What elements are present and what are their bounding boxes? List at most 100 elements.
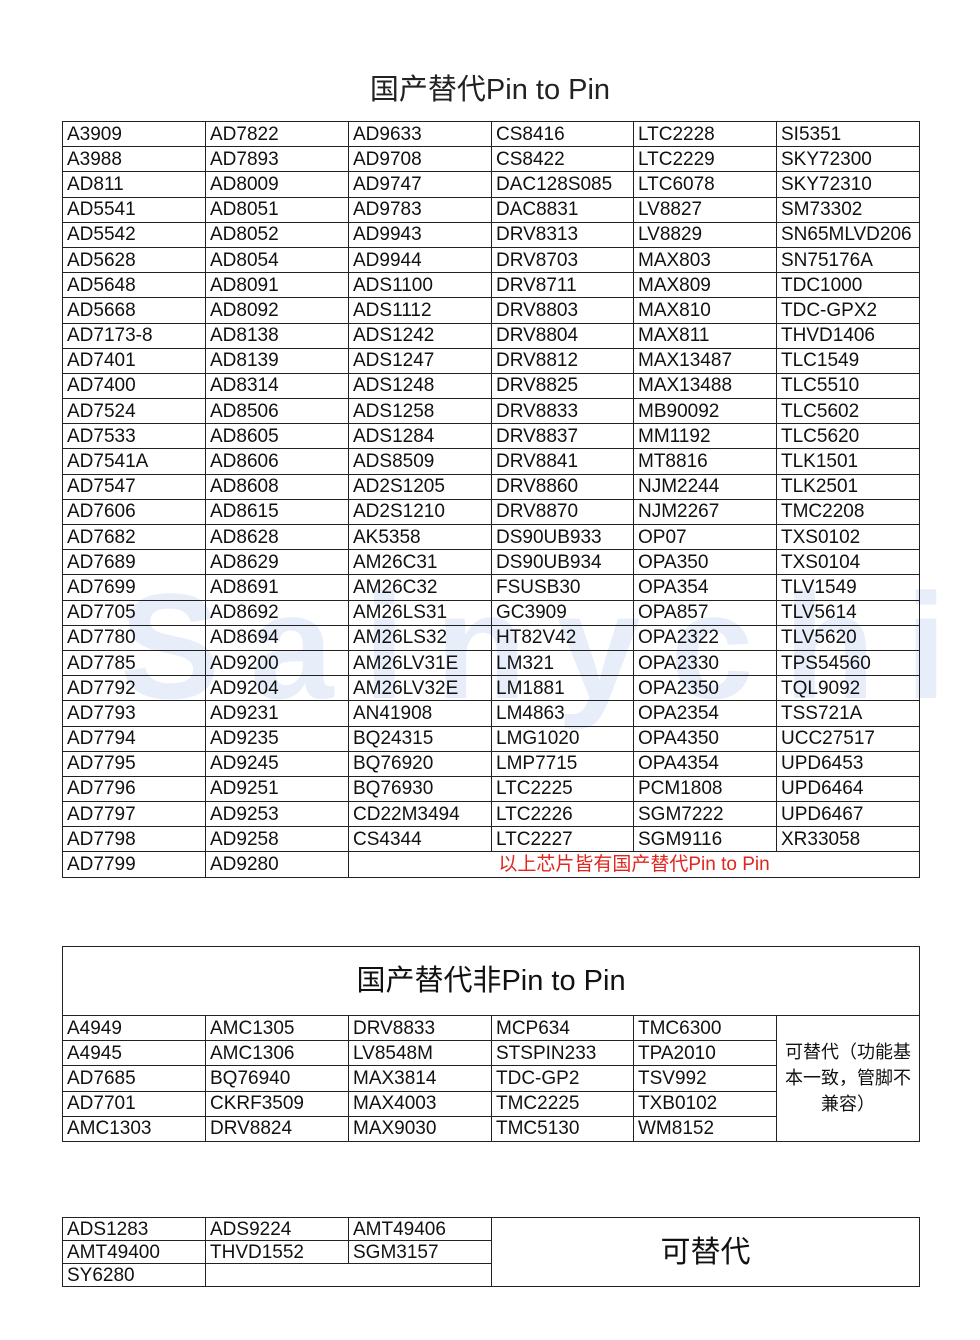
part-number-cell: A3909 [62,120,206,148]
part-number-cell: DRV8812 [491,347,634,374]
table-row: AD7799 AD9280 以上芯片皆有国产替代Pin to Pin [62,851,920,878]
part-number-cell: DS90UB933 [491,523,634,551]
part-number-cell: AD9235 [205,725,349,752]
part-number-cell: AD8615 [205,498,349,526]
table-row: AD5668 AD8092 ADS1112 DRV8803 MAX810 TDC-GPX2 [62,297,920,324]
part-number-cell: SKY72310 [776,171,920,198]
part-number-cell: LM321 [491,649,634,677]
part-number-cell: AD7780 [62,624,206,651]
part-number-cell: LMG1020 [491,725,634,752]
table-row: ADS1283 ADS9224 AMT49406 可替代 [62,1217,920,1287]
part-number-cell: TPA2010 [633,1040,777,1067]
part-number-cell: AD7822 [205,120,349,148]
table-row: A4949 AMC1305 DRV8833 MCP634 TMC6300 可替代（功能基本… [62,1014,921,1142]
part-number-cell: MAX803 [633,246,777,274]
part-number-cell: MAX811 [633,322,777,349]
part-number-cell: NJM2267 [633,498,777,526]
part-number-cell: CS8422 [491,146,634,173]
part-number-cell: OPA2322 [633,624,777,651]
part-number-cell: FSUSB30 [491,574,634,601]
table-row: AD7701 CKRF3509 MAX4003 TMC2225 TXB0102 [62,1090,920,1117]
part-number-cell: OPA857 [633,599,777,626]
table-row: AD5648 AD8091 ADS1100 DRV8711 MAX809 TDC1000 [62,272,920,299]
part-number-cell: BQ76930 [348,775,492,803]
part-number-cell: AD7606 [62,498,206,526]
table-row: AD7796 AD9251 BQ76930 LTC2225 PCM1808 UPD6464 [62,775,920,803]
part-number-cell: SN75176A [776,246,920,274]
table-row: AD7798 AD9258 CS4344 LTC2227 SGM9116 XR33058 [62,826,920,853]
compatibility-note: 可替代（功能基本一致，管脚不兼容） [775,1015,921,1142]
part-number-cell: DRV8703 [491,246,634,274]
non-pin-to-pin-table: 国产替代非Pin to Pin A4949 AMC1305 DRV8833 MCP634… [61,946,921,1142]
part-number-cell: CS4344 [348,826,492,853]
table-row: A3988 AD7893 AD9708 CS8422 LTC2229 SKY72300 [62,146,920,173]
part-number-cell: ADS8509 [348,448,492,475]
part-number-cell: DS90UB934 [491,549,634,576]
part-number-cell: AD5648 [62,272,206,299]
table-row: AD5541 AD8051 AD9783 DAC8831 LV8827 SM73302 [62,196,920,223]
part-number-cell: AD7541A [62,448,206,475]
part-number-cell: STSPIN233 [491,1040,634,1067]
table-row: AD7524 AD8506 ADS1258 DRV8833 MB90092 TLC5602 [62,398,920,425]
table-row: A3909 AD7822 AD9633 CS8416 LTC2228 SI5351 [62,120,920,148]
part-number-cell: AD7173-8 [62,322,206,349]
part-number-cell: AMC1305 [205,1014,349,1042]
part-number-cell: UPD6453 [776,750,920,777]
part-number-cell: CKRF3509 [205,1090,349,1117]
table-row: AD7533 AD8605 ADS1284 DRV8837 MM1192 TLC5620 [62,423,920,450]
part-number-cell: THVD1406 [776,322,920,349]
part-number-cell: AN41908 [348,700,492,727]
part-number-cell: ADS1242 [348,322,492,349]
part-number-cell: AD8091 [205,272,349,299]
part-number-cell: MM1192 [633,423,777,450]
table-row: 国产替代非Pin to Pin [61,946,921,1016]
empty-cell [205,1263,492,1287]
part-number-cell: AD9251 [205,775,349,803]
part-number-cell: AD8605 [205,423,349,450]
part-number-cell: TLK1501 [776,448,920,475]
table-row: AD7794 AD9235 BQ24315 LMG1020 OPA4350 UCC2751… [62,725,920,752]
part-number-cell: SN65MLVD206 [776,221,920,248]
part-number-cell: TDC-GPX2 [776,297,920,324]
part-number-cell: ADS1284 [348,423,492,450]
part-number-cell: AD8051 [205,196,349,223]
part-number-cell: TDC1000 [776,272,920,299]
part-number-cell: SI5351 [776,120,920,148]
part-number-cell: DRV8804 [491,322,634,349]
part-number-cell: OPA2354 [633,700,777,727]
part-number-cell: AD8608 [205,473,349,500]
part-number-cell: DRV8824 [205,1115,349,1142]
part-number-cell: AD8092 [205,297,349,324]
part-number-cell: AD7793 [62,700,206,727]
part-number-cell: TMC6300 [633,1014,777,1042]
part-number-cell: AD7699 [62,574,206,601]
part-number-cell: OPA2330 [633,649,777,677]
part-number-cell: SGM9116 [633,826,777,853]
part-number-cell: DRV8870 [491,498,634,526]
part-number-cell: MAX3814 [348,1065,492,1092]
part-number-cell: TLV5614 [776,599,920,626]
part-number-cell: OPA2350 [633,675,777,702]
part-number-cell: GC3909 [491,599,634,626]
part-number-cell: AD7685 [62,1065,206,1092]
replaceable-label: 可替代 [491,1217,920,1287]
part-number-cell: LTC6078 [633,171,777,198]
part-number-cell: AM26LV31E [348,649,492,677]
part-number-cell: DAC8831 [491,196,634,223]
table-row: AD7541A AD8606 ADS8509 DRV8841 MT8816 TLK1501 [62,448,920,475]
part-number-cell: AD8691 [205,574,349,601]
part-number-cell: AD9783 [348,196,492,223]
part-number-cell: A3988 [62,146,206,173]
table-row: AD7795 AD9245 BQ76920 LMP7715 OPA4354 UPD6453 [62,750,920,777]
part-number-cell: AD7689 [62,549,206,576]
part-number-cell: AD9633 [348,120,492,148]
part-number-cell: UPD6464 [776,775,920,803]
part-number-cell: MAX13487 [633,347,777,374]
part-number-cell: LV8548M [348,1040,492,1067]
part-number-cell: TQL9092 [776,675,920,702]
part-number-cell: AD9200 [205,649,349,677]
table-row: A4945 AMC1306 LV8548M STSPIN233 TPA2010 [62,1040,920,1067]
part-number-cell: TLC5602 [776,398,920,425]
part-number-cell: ADS1112 [348,297,492,324]
part-number-cell: TLC1549 [776,347,920,374]
